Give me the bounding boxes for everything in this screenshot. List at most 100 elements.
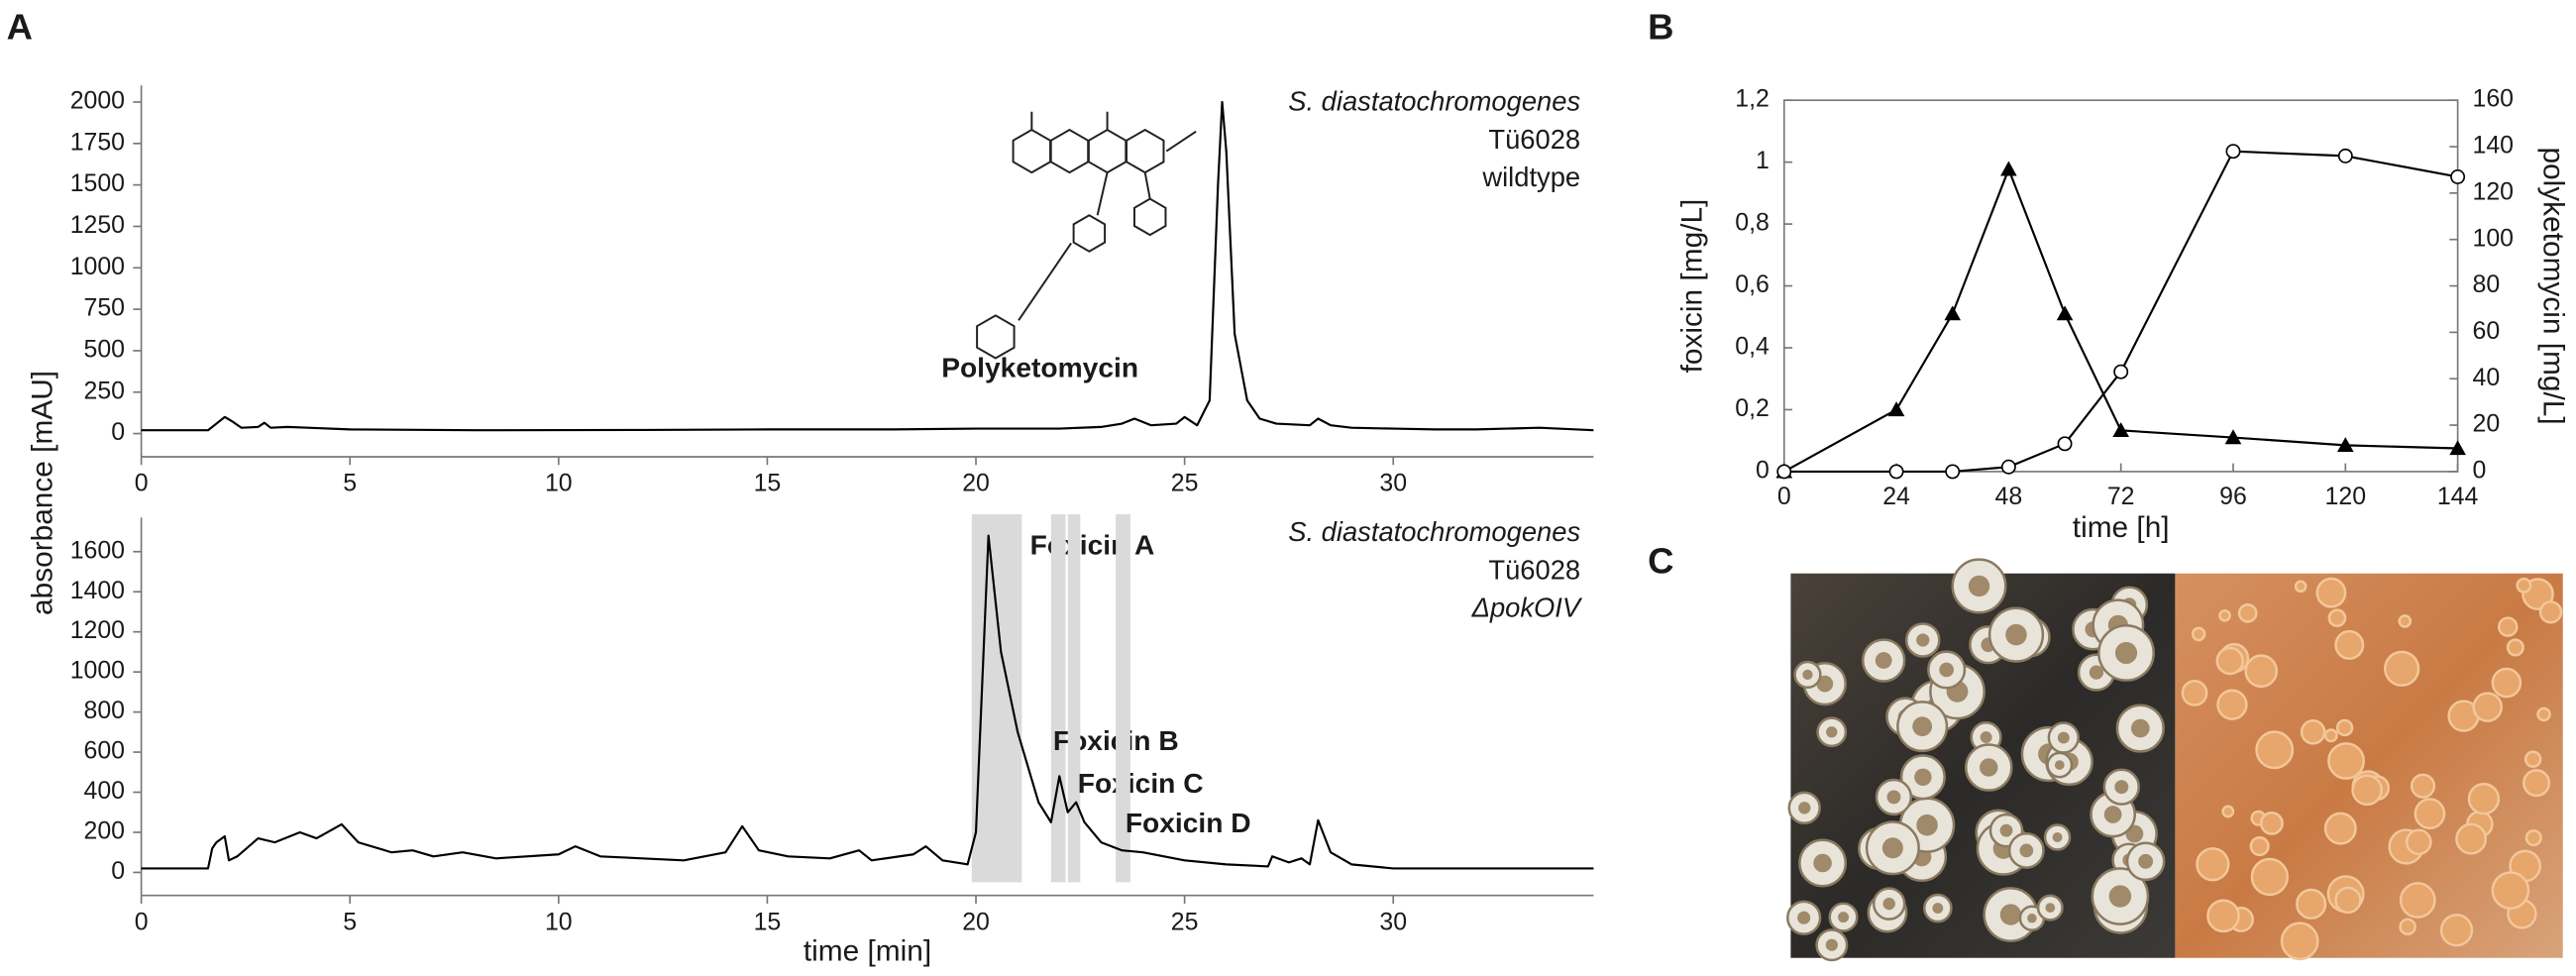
colony-center	[1939, 662, 1954, 678]
x-tick-label: 10	[545, 908, 573, 935]
colony	[2216, 689, 2248, 720]
ring	[1049, 128, 1090, 174]
x-tick-label: 0	[1777, 483, 1791, 510]
colony-center	[1980, 731, 1992, 743]
y2-tick-label: 40	[2473, 364, 2501, 391]
colony	[2405, 828, 2432, 856]
x-tick-label: 144	[2437, 483, 2479, 510]
colony	[2249, 835, 2270, 857]
y2-tick-label: 0	[2473, 456, 2487, 484]
colony-center	[1797, 911, 1811, 924]
x-tick-label: 20	[962, 470, 990, 497]
colony	[2334, 629, 2365, 660]
x-tick-label: 25	[1171, 470, 1199, 497]
colony	[2516, 577, 2532, 594]
colony	[2536, 706, 2551, 722]
y-tick-label: 600	[84, 737, 125, 765]
y-tick-label: 0	[111, 418, 125, 446]
colony-center	[1882, 897, 1895, 911]
colony	[2414, 798, 2446, 830]
bond	[1018, 111, 1197, 321]
colony-center	[1816, 675, 1834, 693]
colony	[2523, 750, 2542, 768]
colony	[2218, 608, 2231, 622]
colony	[2351, 774, 2383, 807]
colony-center	[1999, 823, 2013, 837]
y-tick-label: 750	[84, 294, 125, 322]
colony	[2255, 730, 2295, 770]
x-axis-label: time [h]	[2073, 511, 2170, 544]
circle-marker	[2000, 459, 2016, 475]
colony-center	[1932, 903, 1944, 914]
y2-tick-label: 20	[2473, 410, 2501, 438]
y-tick-label: 1600	[70, 536, 125, 564]
colony	[2439, 914, 2474, 947]
colony-center	[1838, 912, 1850, 923]
colony	[2399, 882, 2436, 919]
colony	[2384, 650, 2420, 687]
x-tick-label: 20	[962, 908, 990, 935]
ring	[1132, 197, 1167, 237]
structure	[976, 111, 1197, 360]
x-tick-label: 5	[343, 470, 357, 497]
x-tick-label: 25	[1171, 908, 1199, 935]
chromatogram-trace	[141, 534, 1594, 870]
colony-center	[1916, 813, 1938, 836]
y-tick-label: 1000	[70, 657, 125, 685]
x-tick-label: 15	[754, 908, 782, 935]
colony-center	[2005, 623, 2027, 646]
y-tick-label: 1000	[70, 253, 125, 280]
y-tick-label: 0,6	[1735, 271, 1770, 298]
circle-marker	[1776, 464, 1792, 480]
y2-tick-label: 140	[2473, 132, 2514, 160]
colony	[2300, 718, 2326, 745]
y-tick-label: 1500	[70, 169, 125, 197]
circle-marker	[2450, 169, 2466, 184]
colony	[2196, 847, 2230, 882]
y-tick-label: 2000	[70, 87, 125, 115]
y-tick-label: 800	[84, 697, 125, 724]
colony	[2506, 638, 2524, 657]
colony-center	[2054, 760, 2065, 770]
ring	[1072, 214, 1107, 253]
colony	[2323, 812, 2357, 845]
y-tick-label: 0	[1756, 456, 1770, 484]
colony	[2522, 769, 2551, 798]
colony	[2315, 577, 2347, 608]
colony-center	[1881, 837, 1903, 859]
colony-center	[1980, 758, 1998, 777]
colony	[2191, 626, 2206, 642]
colony-center	[2019, 843, 2034, 858]
triangle-marker	[1944, 305, 1962, 321]
y-tick-label: 400	[84, 777, 125, 805]
x-tick-label: 72	[2107, 483, 2135, 510]
colony	[2250, 857, 2289, 897]
y2-axis-label: polyketomycin [mg/L]	[2536, 147, 2569, 424]
y2-tick-label: 100	[2473, 224, 2514, 252]
y-tick-label: 250	[84, 377, 125, 404]
colony-center	[2138, 853, 2154, 869]
colony-center	[1886, 790, 1901, 805]
colony	[2215, 646, 2244, 676]
colony	[2221, 805, 2235, 818]
circle-marker	[2337, 148, 2353, 163]
y-axis-label: foxicin [mg/L]	[1675, 199, 1708, 374]
y-tick-label: 1	[1756, 147, 1770, 174]
colony-center	[2108, 885, 2132, 908]
colony-center	[2103, 806, 2122, 823]
x-tick-label: 48	[1995, 483, 2023, 510]
colony	[2181, 679, 2208, 706]
colony	[2334, 886, 2362, 915]
photo	[1786, 558, 2563, 962]
colony	[2538, 600, 2563, 624]
colony	[2327, 608, 2347, 627]
colony-center	[1875, 652, 1892, 669]
colony-center	[2045, 903, 2056, 913]
highlight-band	[1116, 514, 1130, 883]
circle-marker	[2225, 144, 2241, 160]
circle-marker	[1888, 464, 1904, 480]
colony	[2524, 829, 2542, 847]
panel-label: A	[7, 7, 33, 48]
y2-tick-label: 120	[2473, 177, 2514, 205]
y-tick-label: 1200	[70, 616, 125, 644]
